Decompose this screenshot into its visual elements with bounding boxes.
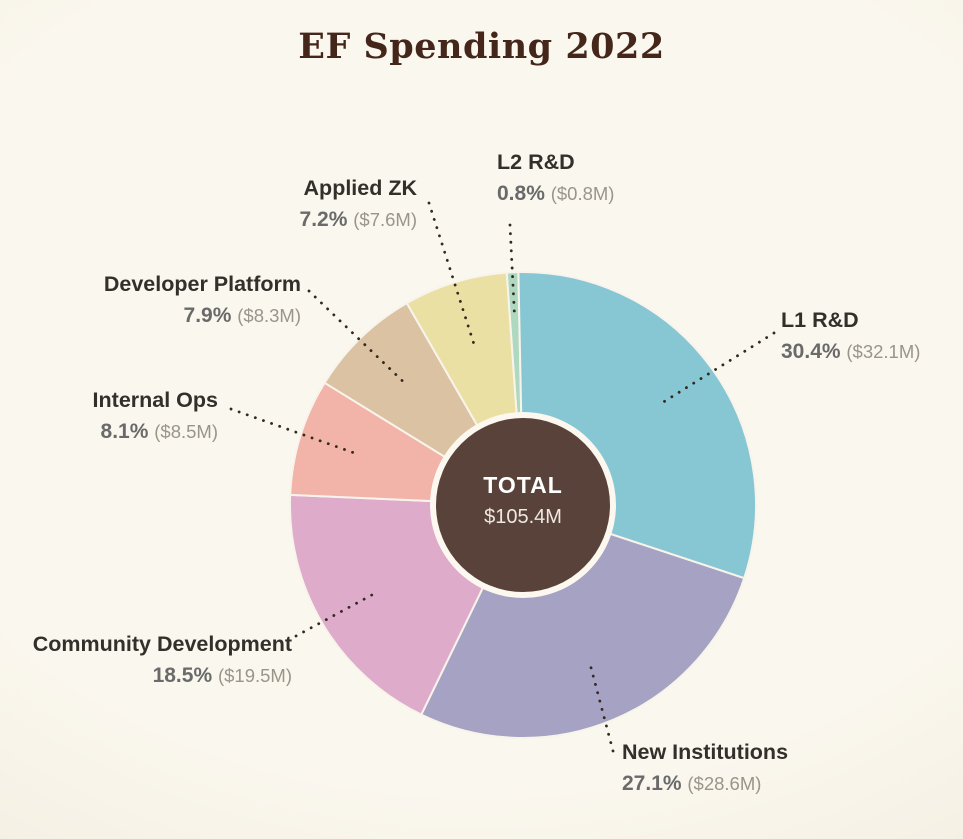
slice-amount: ($32.1M) [846,340,921,362]
slice-percent: 7.9% [183,303,232,327]
leader-line-internal-ops [229,407,361,456]
slice-percent: 30.4% [781,339,841,363]
slice-percent: 27.1% [622,771,682,795]
slice-label-l2-rd: L2 R&D 0.8% ($0.8M) [497,150,614,206]
slice-amount: ($7.6M) [353,208,417,230]
slice-name: L1 R&D [781,308,859,332]
slice-percent: 0.8% [497,181,545,205]
chart-title: EF Spending 2022 [298,26,665,67]
slice-label-community-development: Community Development 18.5% ($19.5M) [33,632,292,688]
slice-name: New Institutions [622,740,789,764]
slice-amount: ($8.3M) [237,304,301,326]
slice-label-developer-platform: Developer Platform 7.9% ($8.3M) [104,272,301,328]
slice-percent: 18.5% [152,663,213,687]
slice-name: Developer Platform [103,272,301,296]
total-value: $105.4M [484,506,562,528]
leader-line-applied-zk [427,201,476,346]
slice-percent: 7.2% [299,207,348,231]
slice-amount: ($0.8M) [550,182,615,204]
slice-name: L2 R&D [497,150,575,174]
slice-amount: ($19.5M) [217,664,292,686]
slice-percent: 8.1% [100,419,149,443]
donut-center-circle [436,418,610,592]
donut-center-total: TOTAL $105.4M [403,472,643,529]
slice-label-internal-ops: Internal Ops 8.1% ($8.5M) [93,388,218,444]
slice-name: Community Development [32,632,292,656]
slice-label-applied-zk: Applied ZK 7.2% ($7.6M) [300,176,417,232]
total-heading: TOTAL [483,472,563,498]
leader-line-l1-rd [656,331,776,407]
slice-label-l1-rd: L1 R&D 30.4% ($32.1M) [781,308,920,364]
slice-label-new-institutions: New Institutions 27.1% ($28.6M) [622,740,788,796]
slice-amount: ($8.5M) [154,420,218,442]
leader-line-l2-rd [508,223,516,315]
slice-amount: ($28.6M) [687,772,762,794]
slice-name: Internal Ops [92,388,218,412]
slice-name: Applied ZK [303,176,417,200]
